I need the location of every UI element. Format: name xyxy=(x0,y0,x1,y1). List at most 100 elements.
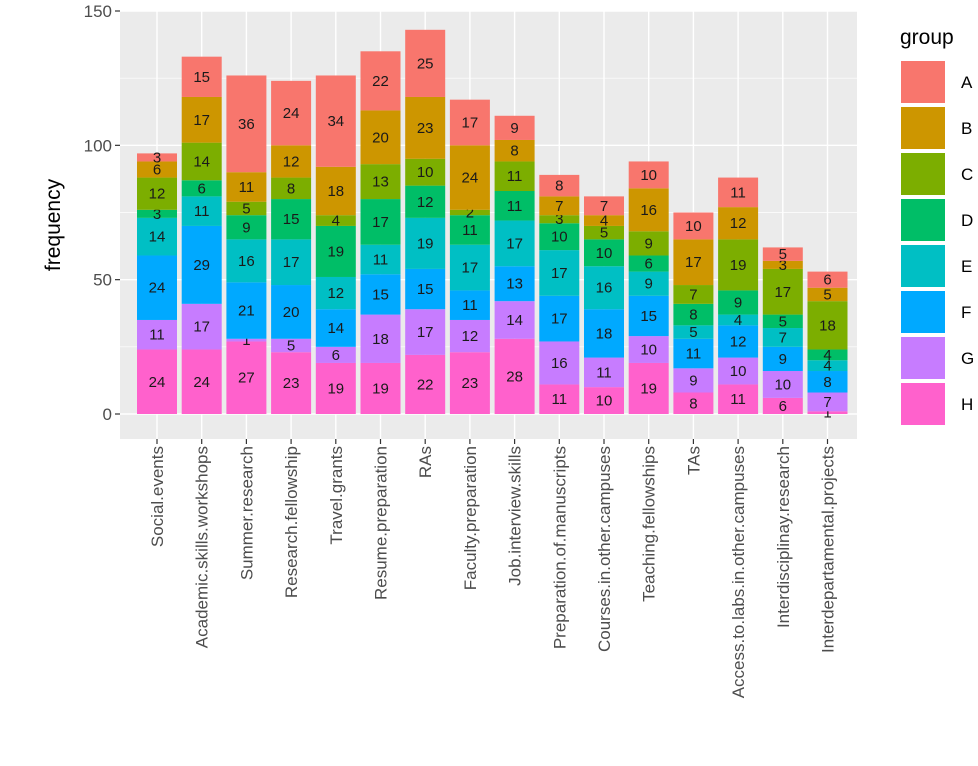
bar-segment-c xyxy=(539,215,580,224)
legend-label: F xyxy=(961,303,971,322)
bar-segment-a xyxy=(449,99,490,146)
bar-segment-a xyxy=(494,115,535,140)
legend-key-h xyxy=(901,383,945,425)
legend-label: B xyxy=(961,119,972,138)
data-label: 8 xyxy=(510,143,518,160)
y-tick-label: 50 xyxy=(93,271,112,290)
bar-segment-e xyxy=(137,217,177,256)
x-tick-label: Social.events xyxy=(148,446,167,547)
data-label: 6 xyxy=(779,398,787,415)
data-label: 6 xyxy=(198,180,206,197)
data-label: 8 xyxy=(555,178,563,195)
data-label: 23 xyxy=(462,375,479,392)
bar-segment-h xyxy=(449,352,490,414)
bar-segment-a xyxy=(137,153,177,162)
bar-segment-a xyxy=(673,212,714,240)
data-label: 4 xyxy=(600,213,608,230)
bar-segment-b xyxy=(405,96,446,159)
data-label: 16 xyxy=(238,253,255,270)
data-label: 17 xyxy=(462,114,479,131)
data-label: 11 xyxy=(239,179,255,196)
bar-segment-f xyxy=(762,346,803,372)
legend-key-d xyxy=(901,199,945,241)
bar-segment-f xyxy=(137,255,177,320)
bar-segment-a xyxy=(539,174,580,197)
data-label: 8 xyxy=(823,374,831,391)
bar-segment-c xyxy=(315,215,356,226)
bar-segment-g xyxy=(718,357,759,385)
data-label: 19 xyxy=(372,380,389,397)
data-label: 34 xyxy=(327,113,344,130)
bar-segment-e xyxy=(807,360,848,372)
data-label: 16 xyxy=(551,355,568,372)
data-label: 18 xyxy=(596,325,613,342)
legend-key-a xyxy=(901,61,945,103)
bar-segment-d xyxy=(360,199,401,245)
data-label: 4 xyxy=(823,347,831,364)
data-label: 11 xyxy=(596,364,612,381)
data-label: 10 xyxy=(640,167,657,184)
bar-segment-f xyxy=(181,225,222,304)
data-label: 10 xyxy=(730,363,747,380)
bar-segment-b xyxy=(449,145,490,210)
legend: group A B C D E F G H xyxy=(900,26,974,425)
data-label: 8 xyxy=(689,395,697,412)
data-label: 17 xyxy=(417,324,434,341)
bar-segment-a xyxy=(584,196,624,216)
bar-segment-c xyxy=(584,225,624,240)
bar-segment-d xyxy=(494,191,535,221)
bar-segment-d xyxy=(628,255,669,272)
bar-segment-h xyxy=(584,387,624,414)
data-label: 4 xyxy=(332,213,340,230)
x-tick-label: Travel.grants xyxy=(327,446,346,545)
bar-segment-g xyxy=(360,314,401,363)
data-label: 7 xyxy=(779,329,787,346)
bar-segment-f xyxy=(360,274,401,315)
data-label: 17 xyxy=(506,235,523,252)
data-label: 7 xyxy=(823,394,831,411)
data-label: 11 xyxy=(373,252,389,269)
data-label: 12 xyxy=(730,333,747,350)
data-label: 17 xyxy=(283,254,300,271)
bar-segment-c xyxy=(360,164,401,200)
data-label: 11 xyxy=(507,168,523,185)
legend-key-f xyxy=(901,291,945,333)
data-label: 19 xyxy=(327,243,344,260)
data-label: 14 xyxy=(506,312,523,329)
bar-segment-b xyxy=(271,145,312,178)
bar-segment-a xyxy=(405,29,446,97)
legend-label: C xyxy=(961,165,973,184)
bar-segment-c xyxy=(718,239,759,291)
bar-segment-g xyxy=(628,336,669,363)
bar-segment-e xyxy=(718,314,759,326)
data-label: 5 xyxy=(779,246,787,263)
bar-segment-f xyxy=(494,266,535,302)
data-label: 5 xyxy=(287,337,295,354)
data-label: 8 xyxy=(287,180,295,197)
data-label: 14 xyxy=(327,320,344,337)
bar-segment-b xyxy=(584,215,624,226)
bar-segment-c xyxy=(494,161,535,192)
legend-key-g xyxy=(901,337,945,379)
data-label: 10 xyxy=(417,164,434,181)
data-label: 6 xyxy=(823,272,831,289)
data-label: 25 xyxy=(417,55,434,72)
bar-segment-b xyxy=(539,196,580,216)
x-tick-label: Resume.preparation xyxy=(372,446,391,600)
bar-segment-d xyxy=(226,215,267,240)
data-label: 3 xyxy=(153,149,161,166)
legend-label: A xyxy=(961,73,973,92)
legend-key-e xyxy=(901,245,945,287)
data-label: 9 xyxy=(242,219,250,236)
bar-segment-e xyxy=(271,239,312,286)
bar-segment-f xyxy=(807,371,848,393)
legend-label: H xyxy=(961,395,973,414)
bar-segment-d xyxy=(449,215,490,245)
data-label: 16 xyxy=(596,280,613,297)
data-label: 19 xyxy=(640,380,657,397)
data-label: 17 xyxy=(551,265,568,282)
data-label: 6 xyxy=(645,256,653,273)
data-label: 7 xyxy=(689,286,697,303)
bar-segment-g xyxy=(807,392,848,412)
bar-segment-f xyxy=(271,285,312,339)
